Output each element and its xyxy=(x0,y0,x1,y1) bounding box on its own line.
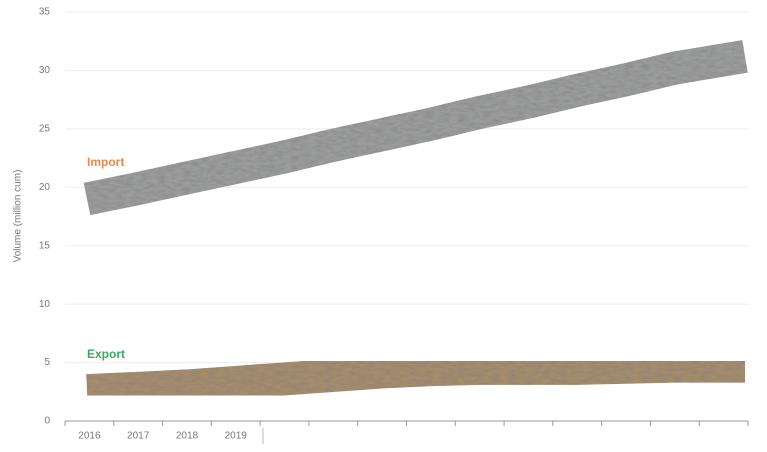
y-tick-label: 0 xyxy=(44,416,50,427)
y-tick-label: 25 xyxy=(39,123,51,134)
x-tick-label: 2019 xyxy=(225,431,248,442)
y-tick-label: 10 xyxy=(39,299,51,310)
series-label: Import xyxy=(87,155,124,169)
y-axis-label: Volume (million cum) xyxy=(13,170,24,263)
x-tick-label: 2017 xyxy=(127,431,150,442)
y-tick-label: 20 xyxy=(39,182,51,193)
series-band xyxy=(83,40,748,216)
y-tick-label: 15 xyxy=(39,240,51,251)
series-band xyxy=(86,349,745,408)
x-tick-label: 2016 xyxy=(78,431,101,442)
y-tick-label: 35 xyxy=(39,7,51,18)
x-tick-label: 2018 xyxy=(176,431,199,442)
series-label: Export xyxy=(87,347,125,361)
y-tick-label: 30 xyxy=(39,65,51,76)
y-tick-label: 5 xyxy=(44,357,50,368)
